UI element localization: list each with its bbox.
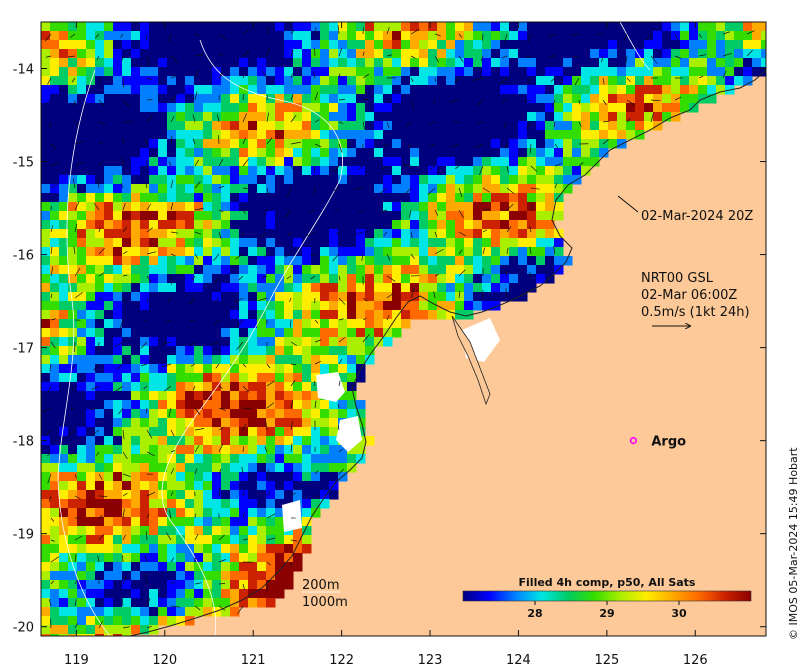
y-tick-label: -14: [13, 63, 34, 78]
argo-marker: [629, 437, 637, 445]
king-sound-peninsula: [451, 315, 491, 406]
y-tick-label: -19: [13, 528, 34, 543]
current-vectors: [42, 24, 755, 629]
current-legend-line1: NRT00 GSL: [641, 271, 714, 286]
colorbar-tick-label: 28: [527, 607, 542, 620]
x-tick-label: 121: [241, 653, 266, 668]
y-tick-label: -18: [13, 435, 34, 450]
no-data-patch: [316, 372, 345, 402]
colorbar-title: Filled 4h comp, p50, All Sats: [519, 576, 696, 589]
x-tick-label: 120: [152, 653, 177, 668]
y-tick-label: -16: [13, 249, 34, 264]
current-legend-line3: 0.5m/s (1kt 24h): [641, 305, 750, 320]
sst-field: [41, 22, 766, 636]
no-data-patch: [282, 500, 302, 532]
coastline: [129, 69, 766, 636]
colorbar-tick-label: 29: [599, 607, 614, 620]
x-axis: 119 120 121 122 123 124 125 126: [64, 22, 708, 668]
x-tick-label: 122: [329, 653, 354, 668]
isobath-legend-1000m: 1000m: [302, 595, 348, 610]
colorbar-tick-label: 30: [671, 607, 687, 620]
plot-frame: [40, 21, 767, 637]
x-tick-label: 125: [594, 653, 619, 668]
argo-label: Argo: [651, 435, 686, 450]
isobath-lines: [57, 22, 651, 636]
x-tick-label: 123: [418, 653, 443, 668]
x-tick-label: 119: [64, 653, 89, 668]
isobath-200m: [161, 39, 343, 636]
credit-text: © IMOS 05-Mar-2024 15:49 Hobart: [787, 447, 800, 640]
current-legend-line2: 02-Mar 06:00Z: [641, 288, 737, 303]
no-data-patch: [336, 416, 362, 452]
y-tick-label: -17: [13, 342, 34, 357]
colorbar-ticks: 28 29 30: [527, 601, 687, 620]
colorbar: [462, 590, 752, 602]
isobath-200m-north: [619, 22, 651, 71]
plot-area: [41, 22, 766, 636]
isobath-1000m: [57, 69, 111, 636]
x-tick-label: 124: [506, 653, 531, 668]
isobath-legend-200m: 200m: [302, 578, 339, 593]
y-tick-label: -20: [13, 621, 34, 636]
x-tick-label: 126: [683, 653, 708, 668]
timestamp-annotation: 02-Mar-2024 20Z: [641, 209, 753, 224]
timestamp-leader-line: [617, 195, 639, 213]
y-axis: -14 -15 -16 -17 -18 -19 -20: [13, 63, 766, 636]
y-tick-label: -15: [13, 156, 34, 171]
